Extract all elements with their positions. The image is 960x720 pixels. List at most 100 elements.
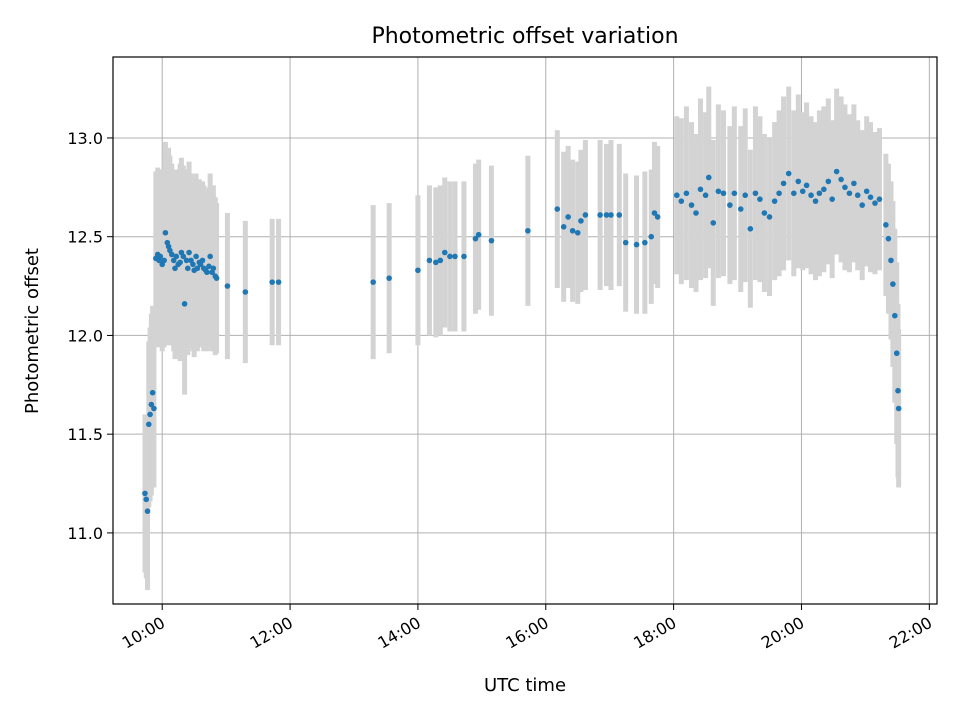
data-point (426, 257, 433, 264)
data-point (705, 174, 712, 181)
data-point (842, 184, 848, 191)
data-point (702, 192, 709, 199)
data-point (683, 190, 690, 197)
data-point (461, 253, 467, 260)
data-point (433, 259, 439, 266)
data-point (472, 235, 479, 242)
data-point (569, 227, 576, 234)
data-point (720, 190, 727, 197)
data-point (210, 265, 217, 272)
data-point (895, 387, 901, 394)
data-point (742, 192, 749, 199)
data-point (785, 170, 792, 177)
data-point (895, 405, 902, 412)
chart-title: Photometric offset variation (371, 24, 678, 49)
data-point (204, 269, 210, 276)
data-point (883, 222, 889, 228)
data-point (194, 265, 201, 272)
data-point (447, 253, 453, 260)
data-point (803, 182, 810, 189)
data-point (654, 214, 661, 220)
data-point (795, 178, 802, 185)
data-point (693, 210, 699, 216)
data-point (173, 253, 180, 260)
data-point (648, 233, 655, 240)
data-point (181, 301, 188, 307)
data-point (386, 275, 392, 281)
data-point (597, 212, 603, 218)
data-point (142, 490, 148, 497)
data-point (565, 214, 571, 220)
data-point (825, 178, 832, 185)
data-point (812, 198, 819, 204)
data-point (651, 210, 658, 216)
data-point (554, 206, 561, 212)
data-point (207, 253, 213, 260)
data-point (199, 257, 206, 264)
data-point (183, 257, 190, 264)
data-point (771, 198, 778, 204)
data-point (213, 275, 220, 281)
data-point (242, 289, 249, 295)
data-point (177, 259, 183, 266)
data-point (193, 253, 199, 260)
data-point (169, 251, 175, 258)
data-point (780, 180, 787, 187)
data-point (143, 496, 150, 503)
data-point (180, 253, 187, 260)
data-point (162, 229, 169, 236)
data-point (574, 229, 581, 236)
data-point (151, 405, 157, 412)
data-point (441, 249, 448, 256)
data-point (731, 190, 738, 197)
data-point (867, 194, 874, 201)
y-tick-label: 11.0 (67, 524, 103, 543)
data-point (415, 267, 421, 274)
data-point (370, 279, 376, 285)
data-point (859, 202, 866, 208)
y-tick-label: 12.0 (67, 326, 103, 345)
data-point (854, 192, 861, 199)
y-axis-ticks: 11.0 11.5 12.0 12.5 13.0 (67, 129, 113, 543)
data-point (838, 176, 844, 183)
data-point (147, 411, 153, 418)
data-point (603, 212, 610, 218)
data-point (851, 180, 857, 187)
data-point (752, 190, 759, 197)
data-point (525, 227, 531, 234)
data-point (157, 253, 164, 260)
data-point (757, 196, 763, 202)
data-point (791, 190, 797, 197)
y-axis-label: Photometric offset (22, 248, 43, 414)
data-point (184, 265, 191, 272)
data-point (582, 212, 589, 218)
x-axis-label: UTC time (484, 675, 566, 696)
data-point (776, 190, 782, 197)
data-point (688, 202, 695, 208)
data-point (872, 200, 878, 206)
data-point (578, 218, 584, 224)
plot-frame (112, 56, 938, 605)
data-point (608, 212, 614, 218)
y-tick-label: 12.5 (67, 228, 103, 247)
data-point (885, 235, 892, 242)
data-point (452, 253, 458, 260)
data-point (697, 186, 704, 193)
y-tick-label: 13.0 (67, 129, 103, 148)
data-point (833, 168, 840, 175)
data-point (642, 239, 648, 246)
data-point (829, 196, 835, 202)
data-point (893, 350, 900, 357)
data-point (275, 279, 282, 285)
data-point (892, 312, 898, 319)
data-point (437, 257, 444, 264)
data-point (269, 279, 275, 285)
y-tick-label: 11.5 (67, 425, 103, 444)
data-point (737, 206, 744, 212)
data-point (190, 261, 196, 268)
data-point (766, 214, 773, 220)
data-point (224, 283, 231, 289)
data-point (186, 249, 192, 256)
data-point (560, 224, 567, 230)
